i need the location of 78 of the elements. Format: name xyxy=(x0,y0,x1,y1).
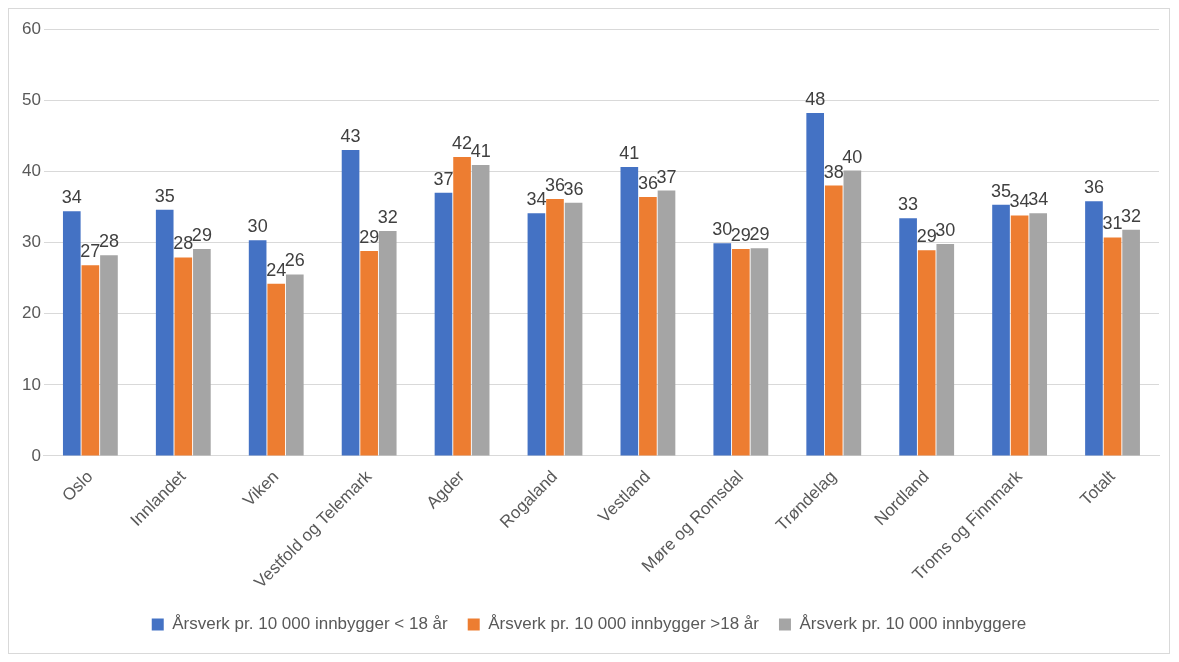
bar xyxy=(360,251,378,456)
data-label: 37 xyxy=(656,166,677,187)
bar xyxy=(1122,229,1140,456)
data-label: 34 xyxy=(1028,189,1049,210)
bar xyxy=(267,283,286,456)
data-label: 30 xyxy=(935,219,956,240)
data-label: 48 xyxy=(805,88,826,109)
bar xyxy=(81,265,100,456)
data-label: 32 xyxy=(377,207,398,228)
y-tick-label: 20 xyxy=(21,303,41,323)
bar xyxy=(100,255,118,456)
data-label: 37 xyxy=(433,168,454,189)
data-label: 32 xyxy=(1121,205,1142,226)
data-label: 33 xyxy=(898,194,919,215)
data-label: 30 xyxy=(247,216,268,237)
bar xyxy=(620,167,639,456)
data-label: 36 xyxy=(563,178,584,199)
bar xyxy=(193,248,211,456)
data-label: 36 xyxy=(1083,177,1104,198)
y-tick-label: 60 xyxy=(21,18,41,38)
bar xyxy=(657,190,676,456)
bar xyxy=(62,211,81,456)
data-label: 28 xyxy=(173,233,194,254)
x-tick-label: Oslo xyxy=(58,466,97,506)
bar xyxy=(453,157,471,456)
bar xyxy=(1010,215,1029,456)
data-label: 29 xyxy=(916,226,937,247)
data-label: 34 xyxy=(61,187,82,208)
data-label: 24 xyxy=(266,259,287,280)
data-label: 35 xyxy=(154,185,175,206)
y-tick-label: 30 xyxy=(21,232,41,252)
bar xyxy=(806,112,825,456)
y-tick-label: 40 xyxy=(21,161,41,181)
bar xyxy=(713,243,732,456)
data-label: 34 xyxy=(1009,191,1030,212)
y-tick-label: 10 xyxy=(21,374,41,394)
bar xyxy=(750,248,769,456)
data-label: 41 xyxy=(470,140,491,161)
data-label: 40 xyxy=(842,146,863,167)
bar xyxy=(564,202,583,456)
bar xyxy=(471,164,490,456)
data-label: 31 xyxy=(1102,213,1123,234)
y-tick-label: 50 xyxy=(21,89,41,109)
bar xyxy=(1085,201,1103,456)
bar xyxy=(843,170,862,456)
data-label: 26 xyxy=(284,250,305,271)
bar xyxy=(992,204,1010,456)
bar xyxy=(639,196,657,456)
bar xyxy=(732,248,750,456)
bar xyxy=(174,257,193,456)
legend-label: Årsverk pr. 10 000 innbygger >18 år xyxy=(488,614,760,634)
bar xyxy=(824,185,843,456)
data-label: 30 xyxy=(712,219,733,240)
bar xyxy=(1029,213,1048,456)
bar xyxy=(378,231,397,456)
bar xyxy=(527,213,546,456)
data-label: 38 xyxy=(823,161,844,182)
bar xyxy=(285,274,304,456)
bar xyxy=(936,243,955,456)
legend-label: Årsverk pr. 10 000 innbygger < 18 år xyxy=(172,614,449,634)
bar xyxy=(917,250,936,456)
bar xyxy=(1103,237,1122,456)
data-label: 34 xyxy=(526,189,547,210)
bar xyxy=(248,240,267,456)
data-label: 43 xyxy=(340,125,361,146)
data-label: 29 xyxy=(359,227,380,247)
y-tick-label: 0 xyxy=(31,445,41,465)
bar xyxy=(155,209,174,456)
data-label: 29 xyxy=(749,224,770,245)
bar xyxy=(546,199,564,456)
bar xyxy=(341,149,360,456)
data-label: 27 xyxy=(80,241,101,262)
data-label: 36 xyxy=(637,172,658,193)
data-label: 41 xyxy=(619,143,640,164)
bar xyxy=(899,218,917,456)
legend-label: Årsverk pr. 10 000 innbyggere xyxy=(799,614,1027,634)
data-label: 36 xyxy=(544,175,566,196)
bar xyxy=(434,192,453,456)
